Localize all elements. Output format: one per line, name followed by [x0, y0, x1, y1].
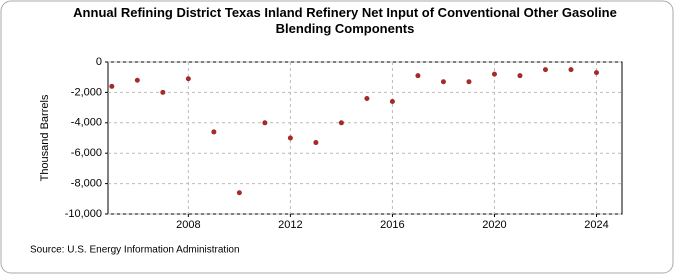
y-tick-label: -6,000	[71, 147, 102, 159]
point	[109, 83, 115, 89]
source: Source: U.S. Energy Information Administ…	[30, 245, 240, 256]
point	[415, 73, 421, 79]
point	[134, 77, 140, 83]
x-tick-label: 2012	[278, 219, 302, 231]
point	[542, 67, 548, 73]
point	[491, 71, 497, 77]
chart-title: Annual Refining District Texas Inland Re…	[73, 5, 617, 36]
y-tick-label: -2,000	[71, 86, 102, 98]
point	[236, 190, 242, 196]
y-tick-label: -8,000	[71, 178, 102, 190]
point	[287, 135, 293, 141]
point	[517, 73, 523, 79]
point	[568, 67, 574, 73]
x-tick-label: 2008	[176, 219, 200, 231]
x-tick-label: 2024	[584, 219, 608, 231]
y-tick-label: 0	[96, 56, 102, 68]
point	[466, 79, 472, 85]
x-tick-label: 2016	[380, 219, 404, 231]
point	[440, 79, 446, 85]
point	[389, 99, 395, 105]
y-axis-label: Thousand Barrels	[39, 94, 51, 181]
y-tick-label: -10,000	[65, 208, 102, 220]
point	[211, 129, 217, 135]
y-tick-label: -4,000	[71, 117, 102, 129]
point	[313, 140, 319, 146]
point	[338, 120, 344, 126]
plot-area	[107, 61, 623, 215]
x-tick-label: 2020	[482, 219, 506, 231]
point	[262, 120, 268, 126]
point	[160, 89, 166, 95]
point	[364, 95, 370, 101]
point	[593, 70, 599, 76]
point	[185, 76, 191, 82]
